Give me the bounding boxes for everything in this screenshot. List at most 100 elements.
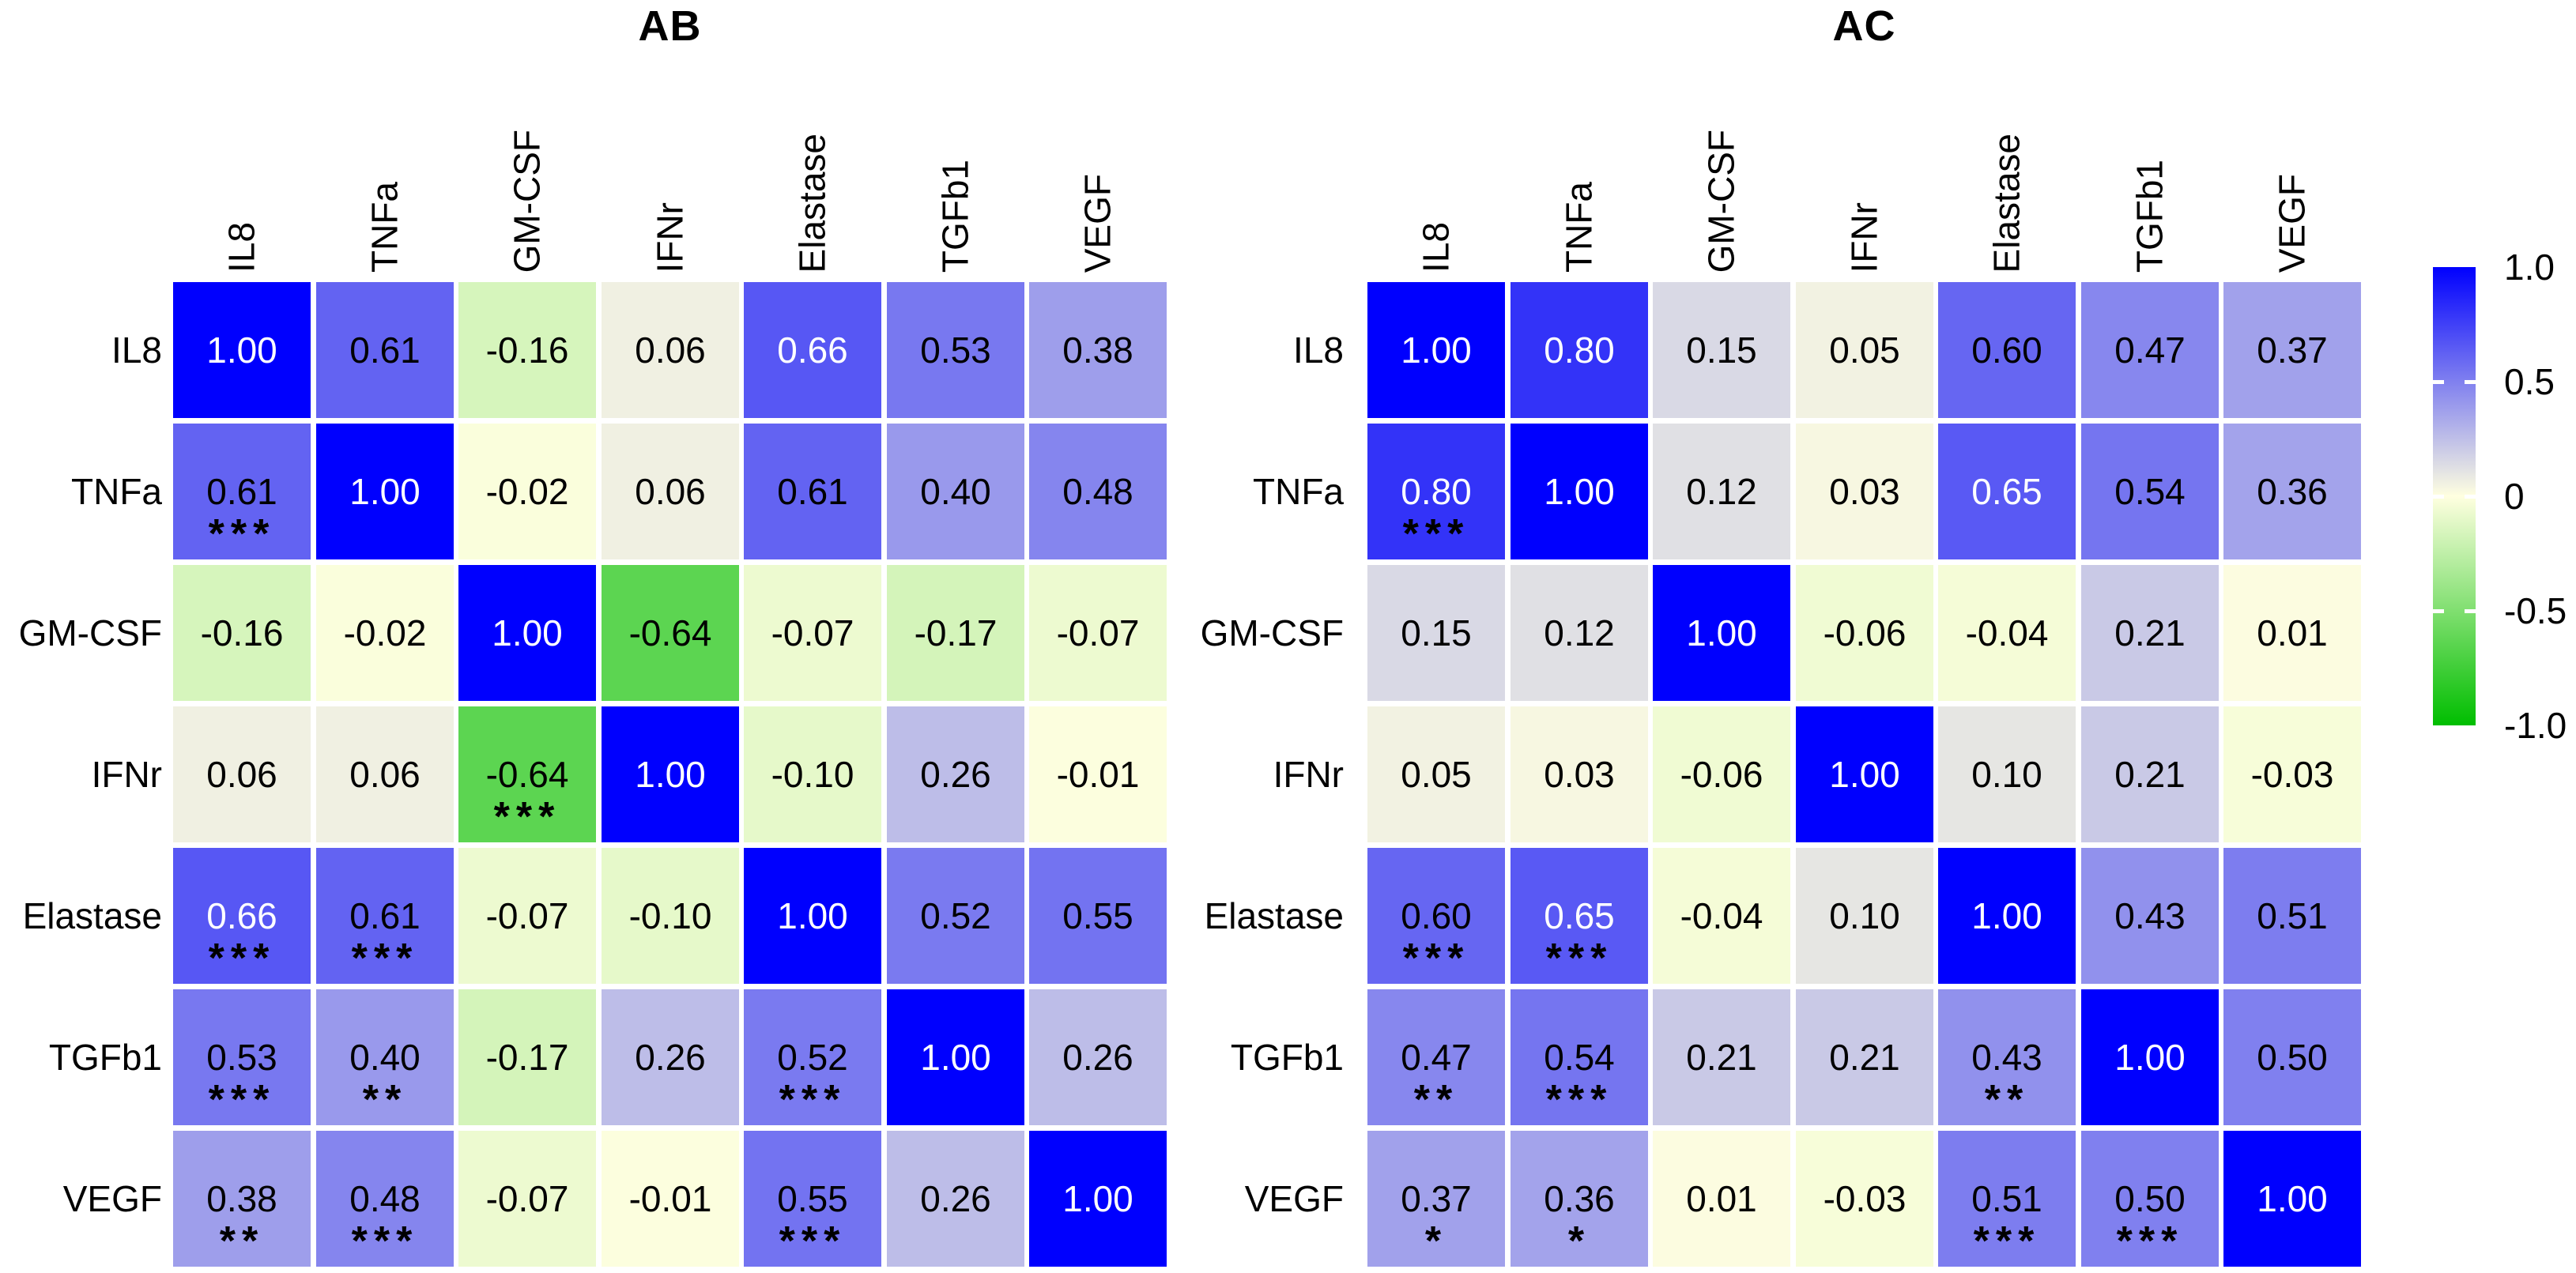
row-label: TNFa bbox=[1253, 471, 1344, 512]
cell-value: 0.55 bbox=[1062, 895, 1133, 936]
matrix-cell: -0.07 bbox=[1029, 565, 1167, 701]
matrix-cell: -0.06 bbox=[1796, 565, 1933, 701]
matrix-cell: 1.00 bbox=[1029, 1131, 1167, 1267]
cell-value: -0.07 bbox=[1056, 612, 1140, 653]
cell-value: 0.26 bbox=[920, 1178, 991, 1219]
legend-tick-mark bbox=[2465, 380, 2476, 384]
cell-value: 0.40 bbox=[920, 471, 991, 512]
cell-value: 0.51 bbox=[2257, 895, 2328, 936]
matrix-cell: 0.21 bbox=[2081, 565, 2219, 701]
cell-value: 0.48 bbox=[349, 1178, 421, 1219]
cell-value: 0.10 bbox=[1971, 754, 2042, 795]
matrix-cell: 0.61 bbox=[316, 282, 454, 418]
cell-value: -0.16 bbox=[485, 330, 569, 371]
cell-value: -0.06 bbox=[1823, 612, 1907, 653]
significance-stars: *** bbox=[1973, 1218, 2041, 1264]
cell-value: 0.21 bbox=[1829, 1037, 1900, 1078]
matrix-cell: 0.61 *** bbox=[316, 848, 454, 984]
significance-stars: *** bbox=[779, 1076, 847, 1123]
cell-value: 0.48 bbox=[1062, 471, 1133, 512]
cell-value: -0.03 bbox=[2250, 754, 2334, 795]
matrix-cell: 0.53 *** bbox=[173, 989, 311, 1125]
cell-value: 0.61 bbox=[206, 471, 277, 512]
column-label: VEGF bbox=[2271, 173, 2313, 273]
cell-value: 1.00 bbox=[206, 330, 277, 371]
cell-value: 0.65 bbox=[1544, 895, 1615, 936]
cell-value: 0.03 bbox=[1544, 754, 1615, 795]
matrix-cell: 0.80 bbox=[1511, 282, 1648, 418]
matrix-cell: -0.07 bbox=[458, 1131, 596, 1267]
cell-value: 0.01 bbox=[1686, 1178, 1757, 1219]
matrix-cell: -0.02 bbox=[458, 424, 596, 559]
column-label: TNFa bbox=[1558, 182, 1600, 273]
significance-stars: *** bbox=[1402, 510, 1470, 557]
matrix-cell: 0.15 bbox=[1653, 282, 1790, 418]
legend-tick-label: 0.5 bbox=[2504, 361, 2555, 402]
significance-stars: *** bbox=[1545, 935, 1613, 981]
matrix-cell: 0.60 *** bbox=[1367, 848, 1505, 984]
matrix-cell: 0.43 ** bbox=[1938, 989, 2076, 1125]
matrix-cell: 0.52 bbox=[887, 848, 1024, 984]
row-label: GM-CSF bbox=[18, 612, 162, 653]
cell-value: -0.02 bbox=[485, 471, 569, 512]
row-label: Elastase bbox=[1204, 895, 1344, 936]
row-label: TGFb1 bbox=[1230, 1037, 1344, 1078]
matrix-cell: 0.12 bbox=[1653, 424, 1790, 559]
cell-value: -0.64 bbox=[485, 754, 569, 795]
column-label: IFNr bbox=[649, 201, 691, 273]
matrix-cell: 0.61 bbox=[744, 424, 881, 559]
matrix-cell: 0.52 *** bbox=[744, 989, 881, 1125]
matrix-cell: -0.03 bbox=[1796, 1131, 1933, 1267]
matrix-cell: 0.65 bbox=[1938, 424, 2076, 559]
row-label: IL8 bbox=[1293, 330, 1344, 371]
matrix-cell: 1.00 bbox=[1938, 848, 2076, 984]
matrix-cell: 0.54 bbox=[2081, 424, 2219, 559]
cell-value: -0.17 bbox=[914, 612, 998, 653]
row-label: VEGF bbox=[1244, 1178, 1344, 1219]
cell-value: 0.43 bbox=[1971, 1037, 2042, 1078]
matrix-cell: -0.07 bbox=[744, 565, 881, 701]
cell-value: -0.01 bbox=[1056, 754, 1140, 795]
matrix-cell: 0.06 bbox=[316, 706, 454, 842]
cell-value: 0.15 bbox=[1401, 612, 1472, 653]
cell-value: 0.05 bbox=[1829, 330, 1900, 371]
cell-value: 1.00 bbox=[920, 1037, 991, 1078]
matrix-cell: -0.10 bbox=[744, 706, 881, 842]
cell-value: 0.12 bbox=[1686, 471, 1757, 512]
column-label: Elastase bbox=[791, 133, 833, 273]
cell-value: 0.26 bbox=[635, 1037, 706, 1078]
column-label: IL8 bbox=[221, 222, 262, 273]
matrix-cell: 1.00 bbox=[887, 989, 1024, 1125]
matrix-cell: 0.37 * bbox=[1367, 1131, 1505, 1267]
significance-stars: *** bbox=[1545, 1076, 1613, 1123]
cell-value: 0.12 bbox=[1544, 612, 1615, 653]
legend-tick-mark bbox=[2465, 495, 2476, 499]
matrix-cell: 0.06 bbox=[602, 282, 739, 418]
cell-value: 0.10 bbox=[1829, 895, 1900, 936]
cell-value: -0.07 bbox=[485, 895, 569, 936]
matrix-cell: 1.00 bbox=[316, 424, 454, 559]
matrix-cell: 1.00 bbox=[2223, 1131, 2361, 1267]
legend-tick-label: 1.0 bbox=[2504, 247, 2555, 288]
matrix-cell: -0.04 bbox=[1653, 848, 1790, 984]
matrix-cell: -0.17 bbox=[458, 989, 596, 1125]
row-label: IFNr bbox=[1273, 754, 1344, 795]
row-label: TGFb1 bbox=[48, 1037, 162, 1078]
matrix-cell: -0.07 bbox=[458, 848, 596, 984]
cell-value: 0.21 bbox=[2114, 754, 2186, 795]
matrix-cell: 1.00 bbox=[458, 565, 596, 701]
legend-tick-mark bbox=[2433, 609, 2444, 613]
matrix-cell: 0.01 bbox=[2223, 565, 2361, 701]
column-label: IL8 bbox=[1415, 222, 1457, 273]
matrix-cell: 0.26 bbox=[1029, 989, 1167, 1125]
cell-value: 0.38 bbox=[1062, 330, 1133, 371]
cell-value: -0.16 bbox=[200, 612, 284, 653]
matrix-cell: 0.50 bbox=[2223, 989, 2361, 1125]
cell-value: 0.43 bbox=[2114, 895, 2186, 936]
cell-value: 0.05 bbox=[1401, 754, 1472, 795]
cell-value: 0.61 bbox=[777, 471, 848, 512]
cell-value: 0.52 bbox=[920, 895, 991, 936]
significance-stars: *** bbox=[208, 1076, 276, 1123]
matrix-cell: 0.55 *** bbox=[744, 1131, 881, 1267]
